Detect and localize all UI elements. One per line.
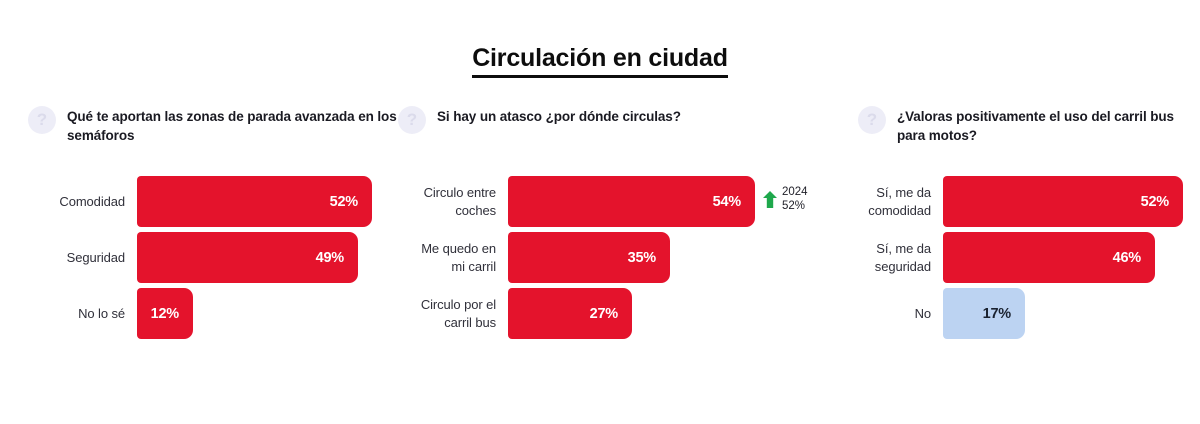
page-title-wrap: Circulación en ciudad (0, 44, 1200, 78)
trend-value: 52% (782, 200, 806, 213)
category-label: Seguridad (66, 249, 125, 265)
question-mark-icon: ? (28, 106, 56, 134)
category-label-line: comodidad (868, 202, 931, 218)
bar-track: 12% (137, 288, 408, 339)
category-label-line: No (914, 305, 932, 321)
bar: 46% (943, 232, 1155, 283)
question-mark-icon: ? (858, 106, 886, 134)
question-mark-glyph: ? (866, 110, 878, 130)
bar-track: 27% (508, 288, 798, 339)
question-mark-glyph: ? (406, 110, 418, 130)
bar-value-label: 27% (589, 305, 619, 322)
bar-value-label: 17% (982, 305, 1012, 322)
bar: 52% (943, 176, 1183, 227)
category-label: Circulo entre coches (398, 184, 508, 219)
category-label: Comodidad (59, 193, 125, 209)
trend-text: 2024 52% (782, 185, 808, 213)
bar: 35% (508, 232, 670, 283)
question-header: ? Si hay un atasco ¿por dónde circulas? (398, 100, 798, 160)
question-title: ¿Valoras positivamente el uso del carril… (897, 109, 1174, 144)
bar-track: 49% (137, 232, 408, 283)
category-label-line: mi carril (451, 258, 496, 274)
bar-value-label: 12% (150, 305, 180, 322)
category-label-line: Circulo entre (423, 184, 497, 200)
trend-annotation: 2024 52% (763, 185, 808, 213)
bar-track: 17% (943, 288, 1200, 339)
arrow-up-icon (763, 190, 777, 208)
chart-row: No 17% (858, 288, 1200, 339)
bar-chart-atasco: Circulo entre coches 54% 20 (398, 176, 808, 339)
category-label: No lo sé (78, 305, 125, 321)
panel-atasco: ? Si hay un atasco ¿por dónde circulas? … (398, 100, 808, 344)
category-label-line: Me quedo en (421, 240, 496, 256)
category-label: Me quedo en mi carril (398, 240, 508, 275)
bar-value-label: 54% (712, 193, 742, 210)
bar-value-label: 52% (1140, 193, 1170, 210)
trend-year: 2024 (782, 186, 808, 198)
question-mark-glyph: ? (36, 110, 48, 130)
question-mark-icon: ? (398, 106, 426, 134)
bar: 27% (508, 288, 632, 339)
bar-track: 52% (137, 176, 408, 227)
bar-value-label: 46% (1112, 249, 1142, 266)
bar-track: 52% (943, 176, 1200, 227)
question-header: ? ¿Valoras positivamente el uso del carr… (858, 100, 1200, 160)
category-label: Sí, me da seguridad (858, 240, 943, 275)
category-label: Sí, me da comodidad (858, 184, 943, 219)
category-label-line: coches (455, 202, 496, 218)
bar-value-label: 35% (627, 249, 657, 266)
chart-row: Seguridad 49% (28, 232, 408, 283)
category-label-line: seguridad (874, 258, 931, 274)
category-label-line: Sí, me da (876, 240, 931, 256)
bar: 49% (137, 232, 358, 283)
panel-carril-bus: ? ¿Valoras positivamente el uso del carr… (858, 100, 1200, 344)
question-title: Qué te aportan las zonas de parada avanz… (67, 109, 397, 144)
chart-row: Me quedo en mi carril 35% (398, 232, 798, 283)
bar: 12% (137, 288, 193, 339)
bar-value-label: 49% (315, 249, 345, 266)
chart-row: Sí, me da comodidad 52% (858, 176, 1200, 227)
category-label-line: Sí, me da (876, 184, 931, 200)
bar-chart-parada-avanzada: Comodidad 52% Seguridad 49% No lo sé (28, 176, 408, 339)
category-label-line: carril bus (444, 314, 496, 330)
bar: 54% (508, 176, 755, 227)
bar-track: 46% (943, 232, 1200, 283)
bar-track: 54% 2024 52% (508, 176, 808, 227)
category-label-line: Circulo por el (420, 296, 496, 312)
question-title: Si hay un atasco ¿por dónde circulas? (437, 109, 681, 124)
bar-chart-carril-bus: Sí, me da comodidad 52% Sí, me da seguri… (858, 176, 1200, 339)
question-header: ? Qué te aportan las zonas de parada ava… (28, 100, 408, 160)
chart-row: Circulo por el carril bus 27% (398, 288, 798, 339)
bar-track: 35% (508, 232, 798, 283)
bar: 17% (943, 288, 1025, 339)
chart-row: Comodidad 52% (28, 176, 408, 227)
bar: 52% (137, 176, 372, 227)
bar-value-label: 52% (329, 193, 359, 210)
category-label: No (858, 305, 943, 323)
chart-row: Circulo entre coches 54% 20 (398, 176, 808, 227)
chart-row: Sí, me da seguridad 46% (858, 232, 1200, 283)
panel-parada-avanzada: ? Qué te aportan las zonas de parada ava… (28, 100, 408, 344)
chart-row: No lo sé 12% (28, 288, 408, 339)
page-title: Circulación en ciudad (472, 44, 728, 78)
category-label: Circulo por el carril bus (398, 296, 508, 331)
